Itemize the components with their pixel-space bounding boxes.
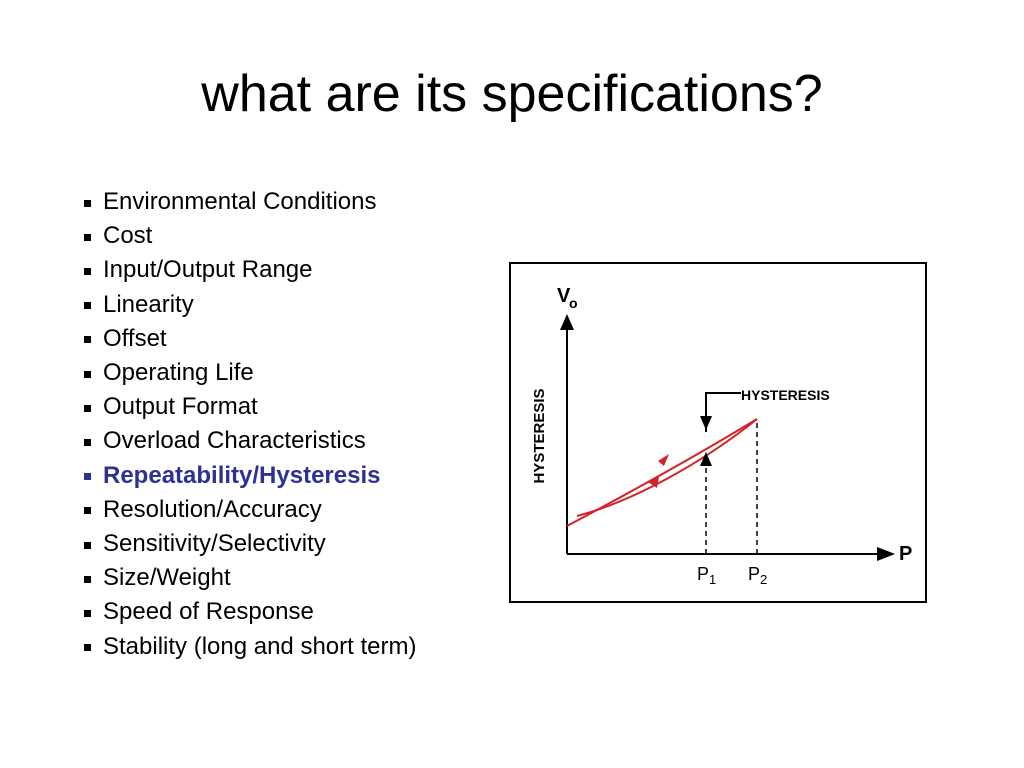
descending-curve [576,418,758,517]
y-axis-subscript: o [569,295,578,311]
square-bullet-icon [84,473,91,481]
p1-up-arrow-icon [700,452,712,466]
p1-symbol: P [697,564,709,584]
specification-list: Environmental Conditions Cost Input/Outp… [84,185,416,664]
downward-direction-arrow-icon [648,477,659,488]
spec-item-label: Offset [103,324,167,352]
spec-item-label: Sensitivity/Selectivity [103,530,326,558]
y-axis-arrowhead-icon [560,314,574,330]
spec-item: Size/Weight [84,561,416,595]
spec-item: Cost [84,219,416,253]
square-bullet-icon [84,268,91,275]
spec-item: Sensitivity/Selectivity [84,527,416,561]
spec-item-label: Stability (long and short term) [103,632,417,660]
spec-item: Speed of Response [84,595,416,629]
spec-item: Output Format [84,390,416,424]
spec-item-label: Cost [103,222,153,250]
spec-item: Offset [84,322,416,356]
square-bullet-icon [84,370,91,378]
square-bullet-icon [84,439,91,447]
spec-item-label: Linearity [103,290,194,318]
square-bullet-icon [84,507,91,515]
p2-subscript: 2 [760,572,767,587]
y-axis-symbol: V [557,285,571,307]
spec-item-label: Resolution/Accuracy [103,495,322,523]
square-bullet-icon [84,302,91,310]
spec-item-label: Input/Output Range [103,256,313,284]
spec-item-label: Size/Weight [103,564,231,592]
spec-item-label: Overload Characteristics [103,427,366,455]
annotation-leader-line [705,392,741,432]
ascending-curve [566,418,758,527]
spec-item: Operating Life [84,356,416,390]
spec-item-label: Repeatability/Hysteresis [103,461,381,489]
y-axis-side-label: HYSTERESIS [531,388,548,483]
spec-item: Linearity [84,288,416,322]
p1-subscript: 1 [709,572,716,587]
square-bullet-icon [84,575,91,583]
p2-symbol: P [748,564,760,584]
spec-item: Input/Output Range [84,253,416,287]
x-axis-label: P [899,543,912,565]
annotation-down-arrow-icon [700,416,712,430]
spec-item-label: Output Format [103,393,258,421]
square-bullet-icon [84,404,91,412]
square-bullet-icon [84,199,91,207]
spec-item: Resolution/Accuracy [84,493,416,527]
hysteresis-diagram: V o HYSTERESIS P HYSTERESIS P 1 P 2 [531,285,912,587]
spec-item: Environmental Conditions [84,185,416,219]
spec-item: Overload Characteristics [84,424,416,458]
square-bullet-icon [84,541,91,549]
slide-title: what are its specifications? [201,65,823,123]
x-axis-arrowhead-icon [877,547,895,561]
spec-item: Stability (long and short term) [84,630,416,664]
spec-item-label: Speed of Response [103,598,314,626]
hysteresis-figure: V o HYSTERESIS P HYSTERESIS P 1 P 2 [509,262,927,603]
square-bullet-icon [84,644,91,652]
spec-item: Repeatability/Hysteresis [84,459,416,493]
square-bullet-icon [84,233,91,241]
square-bullet-icon [84,336,91,344]
hysteresis-annotation: HYSTERESIS [741,387,830,403]
spec-item-label: Environmental Conditions [103,188,377,215]
upward-direction-arrow-icon [658,454,669,466]
spec-item-label: Operating Life [103,359,254,387]
square-bullet-icon [84,610,91,618]
